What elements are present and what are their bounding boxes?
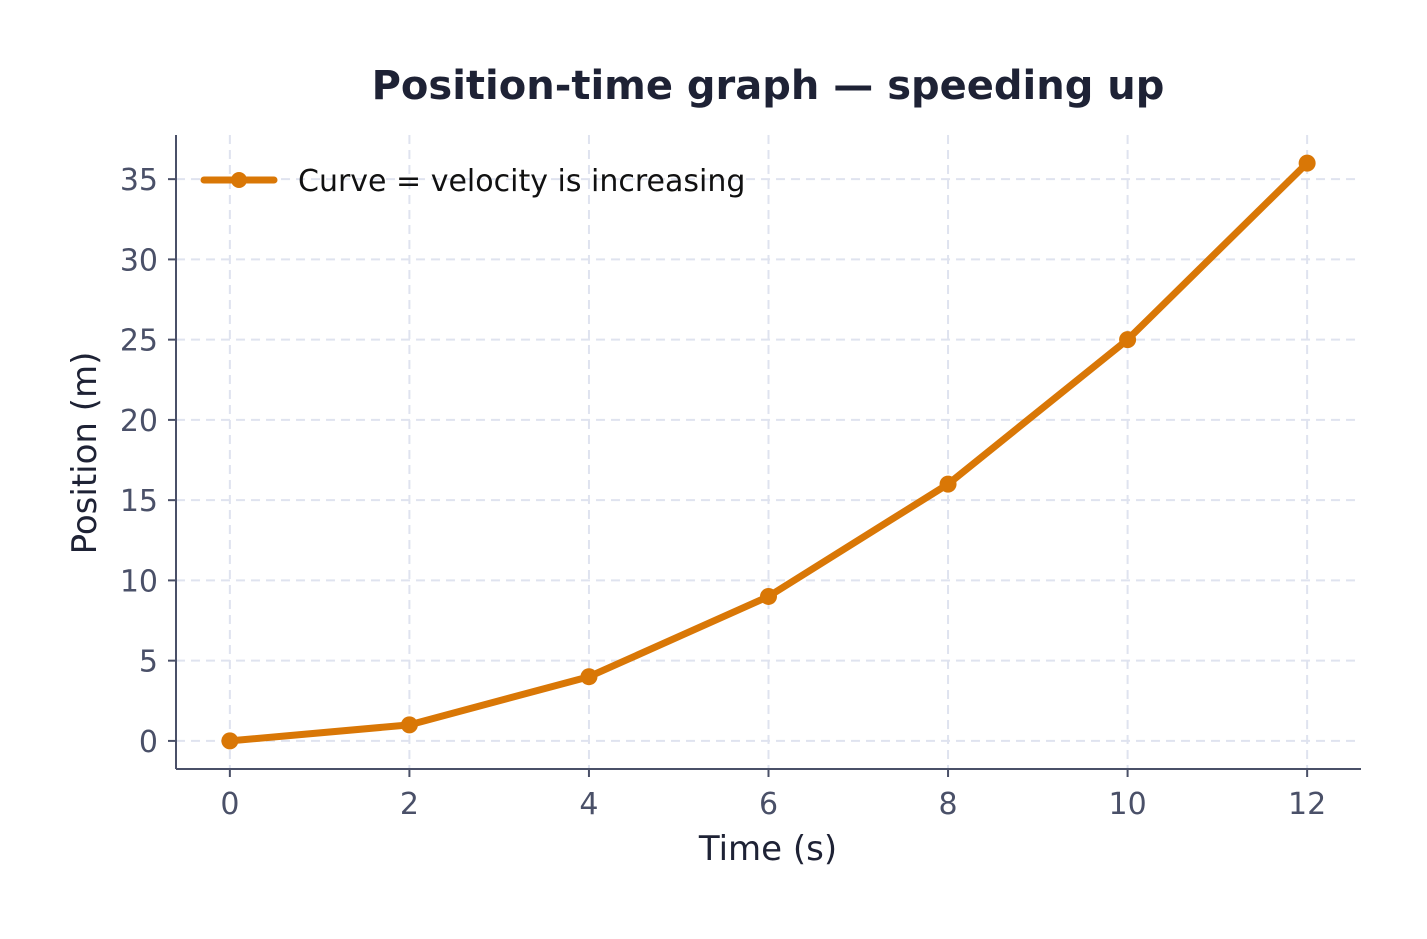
y-axis-label: Position (m) xyxy=(65,352,105,555)
data-point xyxy=(400,716,418,734)
data-point xyxy=(1119,331,1137,349)
legend-marker-swatch xyxy=(231,172,247,188)
y-tick-label: 0 xyxy=(139,725,158,760)
y-tick-label: 35 xyxy=(120,163,158,198)
data-point xyxy=(221,732,239,750)
legend: Curve = velocity is increasing xyxy=(200,164,745,199)
grid xyxy=(176,135,1361,769)
x-axis-label: Time (s) xyxy=(698,829,837,869)
x-tick-label: 10 xyxy=(1108,787,1146,822)
y-tick-label: 20 xyxy=(120,404,158,439)
chart-title: Position-time graph — speeding up xyxy=(372,63,1165,109)
y-tick-label: 30 xyxy=(120,243,158,278)
data-point xyxy=(1298,154,1316,172)
series-layer xyxy=(221,154,1316,750)
y-tick-label: 10 xyxy=(120,564,158,599)
x-tick-label: 2 xyxy=(400,787,419,822)
x-tick-label: 6 xyxy=(759,787,778,822)
y-tick-label: 5 xyxy=(139,645,158,680)
x-tick-label: 8 xyxy=(938,787,957,822)
legend-label: Curve = velocity is increasing xyxy=(298,164,745,199)
x-axis-ticks: 0 2 4 6 8 10 12 xyxy=(220,769,1326,822)
data-point xyxy=(939,475,957,493)
y-tick-label: 25 xyxy=(120,324,158,359)
y-tick-label: 15 xyxy=(120,484,158,519)
data-point xyxy=(760,587,777,605)
x-tick-label: 4 xyxy=(579,787,598,822)
x-tick-label: 12 xyxy=(1288,787,1326,822)
x-tick-label: 0 xyxy=(220,787,239,822)
data-point xyxy=(580,668,598,686)
y-axis-ticks: 0 5 10 15 20 25 30 35 xyxy=(120,163,176,760)
